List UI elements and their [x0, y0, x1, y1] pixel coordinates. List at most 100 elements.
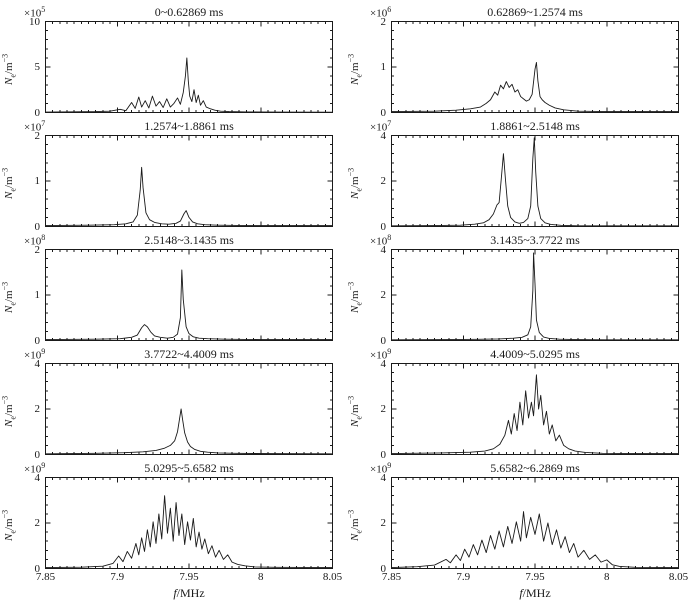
x-tick-label: 7.95: [525, 571, 545, 583]
y-tick-label: 4: [380, 471, 387, 484]
subplot-7: ×109 3.7722~4.4009 ms Ne/m−3 0 2 4: [0, 346, 346, 461]
subplot-title: 0.62869~1.2574 ms: [487, 5, 583, 19]
y-tick-label: 2: [380, 289, 387, 301]
y-tick-label: 0: [34, 220, 41, 233]
y-tick-label: 4: [34, 357, 41, 370]
subplot-5: ×108 2.5148~3.1435 ms Ne/m−3 0 1 2: [0, 232, 346, 347]
subplot-title: 5.0295~5.6582 ms: [144, 461, 234, 475]
y-tick-label: 2: [34, 243, 41, 256]
axes-box: [391, 363, 679, 455]
y-scale-label: ×109: [370, 347, 392, 362]
subplot-1: ×105 0~0.62869 ms Ne/m−3 0 5 10: [0, 4, 346, 119]
spectrum-trace: [391, 62, 679, 113]
axes-box: [45, 363, 333, 455]
spectrum-plot: [391, 21, 679, 113]
y-tick-label: 0: [380, 562, 387, 575]
y-scale-label: ×105: [24, 5, 46, 20]
subplot-title: 0~0.62869 ms: [154, 5, 224, 19]
spectrum-trace: [391, 374, 679, 455]
x-tick-label: 7.95: [179, 571, 199, 583]
subplot-4: ×107 1.8861~2.5148 ms Ne/m−3 0 2 4: [346, 118, 692, 233]
y-tick-label: 0: [34, 562, 41, 575]
spectrum-plot: [391, 477, 679, 569]
axes-box: [45, 135, 333, 227]
y-scale-label: ×107: [370, 119, 392, 134]
axes-box: [391, 21, 679, 113]
y-tick-label: 0: [34, 448, 41, 461]
x-axis-label: f/MHz: [519, 586, 551, 600]
x-tick-label: 8: [258, 571, 264, 583]
subplot-title: 4.4009~5.0295 ms: [490, 347, 580, 361]
axes-box: [45, 249, 333, 341]
spectrum-trace: [45, 57, 333, 113]
y-scale-label: ×108: [24, 233, 46, 248]
spectrum-plot: [391, 135, 679, 227]
spectrum-plot: [391, 363, 679, 455]
y-tick-label: 4: [380, 129, 387, 142]
y-scale-label: ×107: [24, 119, 46, 134]
spectrum-trace: [45, 269, 333, 341]
y-scale-label: ×108: [370, 233, 392, 248]
subplot-9: ×109 5.0295~5.6582 ms Ne/m−3 0 2 4 7.85 7.9 7.95…: [0, 460, 346, 610]
spectrum-trace: [391, 511, 679, 569]
axes-box: [45, 477, 333, 569]
y-tick-label: 2: [380, 15, 387, 28]
spectrum-plot: [45, 135, 333, 227]
axes-box: [391, 477, 679, 569]
y-tick-label: 0: [380, 220, 387, 233]
subplot-title: 2.5148~3.1435 ms: [144, 233, 234, 247]
x-axis-label: f/MHz: [173, 586, 205, 600]
spectrum-trace: [45, 408, 333, 455]
subplot-6: ×108 3.1435~3.7722 ms Ne/m−3 0 2 4: [346, 232, 692, 347]
subplot-title: 5.6582~6.2869 ms: [490, 461, 580, 475]
y-tick-label: 2: [34, 403, 41, 415]
y-tick-label: 4: [380, 357, 387, 370]
y-scale-label: ×109: [24, 461, 46, 476]
subplot-title: 3.1435~3.7722 ms: [490, 233, 580, 247]
spectrum-plot: [45, 363, 333, 455]
spectrum-plot: [391, 249, 679, 341]
y-tick-label: 4: [380, 243, 387, 256]
y-tick-label: 0: [380, 448, 387, 461]
subplot-2: ×106 0.62869~1.2574 ms Ne/m−3 0 1 2: [346, 4, 692, 119]
x-tick-label: 8: [604, 571, 610, 583]
x-tick-label: 7.85: [381, 571, 402, 583]
x-tick-label: 7.9: [110, 571, 125, 583]
y-tick-label: 10: [29, 15, 40, 28]
y-tick-label: 2: [380, 403, 387, 415]
y-tick-label: 2: [34, 129, 41, 142]
y-tick-label: 2: [380, 517, 387, 529]
y-scale-label: ×109: [24, 347, 46, 362]
y-tick-label: 1: [34, 289, 41, 301]
y-scale-label: ×109: [370, 461, 392, 476]
x-tick-label: 7.85: [35, 571, 56, 583]
y-tick-label: 0: [34, 106, 41, 119]
spectrum-trace: [45, 166, 333, 227]
subplot-title: 1.8861~2.5148 ms: [490, 119, 580, 133]
spectrum-trace: [391, 252, 679, 341]
y-tick-label: 0: [380, 106, 387, 119]
y-tick-label: 2: [34, 517, 41, 529]
y-tick-label: 1: [34, 175, 41, 187]
axes-box: [45, 21, 333, 113]
y-tick-label: 1: [380, 61, 387, 73]
y-tick-label: 5: [34, 61, 41, 73]
spectrum-trace: [391, 137, 679, 227]
subplot-3: ×107 1.2574~1.8861 ms Ne/m−3 0 1 2: [0, 118, 346, 233]
spectrum-trace: [45, 495, 333, 569]
spectrum-plot: [45, 249, 333, 341]
y-tick-label: 2: [380, 175, 387, 187]
y-tick-label: 0: [34, 334, 41, 347]
spectrum-plot: [45, 477, 333, 569]
subplot-8: ×109 4.4009~5.0295 ms Ne/m−3 0 2 4: [346, 346, 692, 461]
x-tick-label: 8.05: [668, 571, 689, 583]
y-tick-label: 4: [34, 471, 41, 484]
y-scale-label: ×106: [370, 5, 392, 20]
subplot-10: ×109 5.6582~6.2869 ms Ne/m−3 0 2 4 7.85 7.9 7.95…: [346, 460, 692, 610]
subplot-title: 1.2574~1.8861 ms: [144, 119, 234, 133]
x-tick-label: 8.05: [322, 571, 343, 583]
spectrum-plot: [45, 21, 333, 113]
y-tick-label: 0: [380, 334, 387, 347]
subplot-title: 3.7722~4.4009 ms: [144, 347, 234, 361]
